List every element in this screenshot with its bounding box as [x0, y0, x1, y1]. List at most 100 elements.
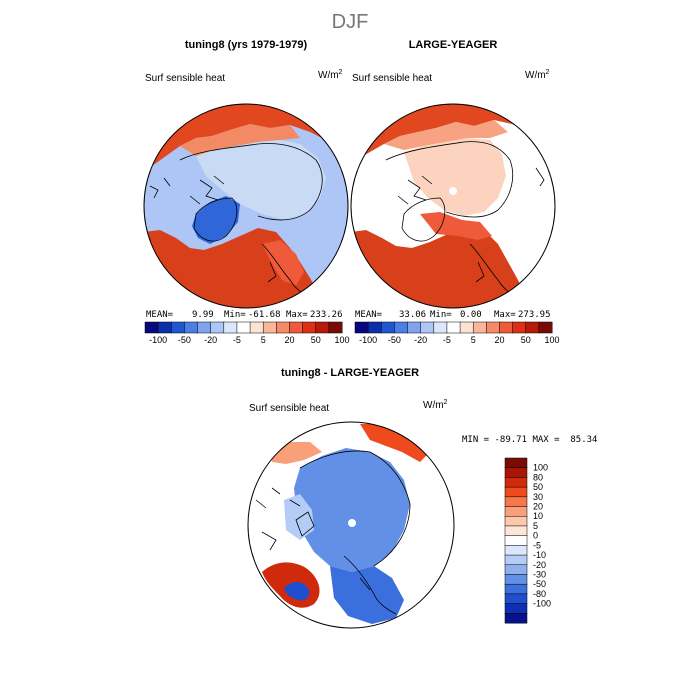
- bottom-map: [248, 422, 454, 628]
- left-map-pale-interior: [196, 140, 326, 220]
- left-colorbar-swatch: [328, 321, 343, 334]
- bottom-map-coastline-4: [343, 555, 397, 615]
- left-colorbar-tick-label: -50: [178, 335, 191, 345]
- bottom-colorbar-swatch: [504, 535, 528, 546]
- right-colorbar-swatch: [381, 321, 395, 334]
- bottom-map-blue-swirl: [284, 582, 310, 601]
- right-colorbar-swatch: [407, 321, 422, 334]
- bottom-colorbar-swatch: [504, 477, 528, 488]
- left-colorbar-swatch: [236, 321, 251, 334]
- left-colorbar-swatch: [276, 321, 290, 334]
- bottom-colorbar-tick-label: 20: [533, 502, 543, 512]
- right-colorbar-tick-label: -20: [414, 335, 427, 345]
- bottom-colorbar-swatch: [504, 564, 528, 575]
- right-panel: LARGE-YEAGER Surf sensible heat W/m2 MEA…: [350, 39, 560, 345]
- right-map-red-north: [351, 104, 555, 162]
- left-colorbar-tick-label: -20: [204, 335, 217, 345]
- right-colorbar-swatch: [420, 321, 435, 334]
- left-colorbar-tick-label: -100: [149, 335, 167, 345]
- bottom-panel-title: tuning8 - LARGE-YEAGER: [281, 367, 419, 379]
- left-units-label: W/m2: [318, 69, 343, 81]
- left-colorbar-swatch: [289, 321, 304, 334]
- right-map-coastline-3: [397, 175, 433, 205]
- left-colorbar-swatch: [157, 321, 172, 334]
- bottom-map-blue-arctic: [294, 448, 410, 572]
- season-title: DJF: [332, 11, 369, 33]
- right-colorbar-swatch: [433, 321, 448, 334]
- bottom-colorbar-swatch: [504, 593, 528, 605]
- right-panel-title: LARGE-YEAGER: [409, 39, 498, 51]
- bottom-colorbar-tick-label: 50: [533, 482, 543, 492]
- right-map-pole-hole: [449, 187, 457, 195]
- bottom-colorbar-tick-label: -50: [533, 579, 546, 589]
- right-colorbar-swatch: [512, 321, 527, 334]
- right-colorbar-swatch: [367, 321, 382, 334]
- bottom-colorbar-swatch: [504, 545, 528, 556]
- right-stats: MEAN= 33.06 Min= 0.00 Max= 273.95: [355, 310, 551, 320]
- right-colorbar-swatch: [459, 321, 474, 334]
- right-map-red-south: [351, 226, 546, 308]
- left-stats: MEAN= 9.99 Min= -61.68 Max= 233.26: [146, 310, 343, 320]
- left-colorbar-swatch: [210, 321, 225, 334]
- bottom-colorbar-tick-label: -20: [533, 560, 546, 570]
- right-colorbar-tick-label: 50: [521, 335, 531, 345]
- bottom-colorbar-swatch: [504, 457, 528, 469]
- left-map-coastline-2: [193, 197, 238, 242]
- left-colorbar: -100 -50 -20 -5 5 20 50 100: [144, 321, 350, 345]
- right-colorbar-tick-label: -50: [388, 335, 401, 345]
- bottom-map-red-north: [360, 424, 428, 462]
- right-map-coastline-1: [385, 141, 514, 218]
- left-colorbar-swatch: [249, 321, 264, 334]
- bottom-units-label: W/m2: [423, 399, 448, 411]
- bottom-colorbar-tick-label: 80: [533, 472, 543, 482]
- right-colorbar-swatch: [472, 321, 487, 334]
- left-colorbar-tick-label: 5: [261, 335, 266, 345]
- right-map: [351, 104, 555, 308]
- left-map-coastline-1: [179, 143, 323, 221]
- left-colorbar-swatch: [184, 321, 198, 334]
- left-colorbar-swatch: [144, 321, 159, 334]
- bottom-colorbar-swatch: [504, 467, 528, 478]
- right-colorbar-tick-label: -100: [359, 335, 377, 345]
- bottom-colorbar-tick-label: -100: [533, 599, 551, 609]
- left-colorbar-swatch: [315, 321, 330, 334]
- bottom-colorbar-tick-label: -30: [533, 569, 546, 579]
- left-colorbar-swatch: [171, 321, 185, 334]
- left-map-red-north: [144, 104, 348, 170]
- bottom-colorbar-swatch: [504, 515, 528, 527]
- right-colorbar-tick-label: 20: [494, 335, 504, 345]
- bottom-colorbar-tick-label: 100: [533, 463, 548, 473]
- right-map-outline: [350, 103, 556, 309]
- right-colorbar-swatch: [525, 321, 540, 334]
- bottom-colorbar-tick-label: -80: [533, 589, 546, 599]
- right-map-salmon-north: [384, 120, 508, 150]
- left-colorbar-swatch: [262, 321, 277, 334]
- bottom-map-coastline-2: [289, 499, 315, 537]
- right-map-pale-interior: [404, 138, 506, 216]
- bottom-map-coastline-3: [255, 487, 281, 551]
- bottom-colorbar-swatch: [504, 525, 528, 537]
- right-colorbar-tick-label: 5: [471, 335, 476, 345]
- bottom-colorbar-swatch: [504, 486, 528, 498]
- right-colorbar-swatch: [538, 321, 553, 334]
- right-units-label: W/m2: [525, 69, 550, 81]
- left-panel: tuning8 (yrs 1979-1979) Surf sensible he…: [143, 39, 350, 345]
- right-colorbar: -100 -50 -20 -5 5 20 50 100: [354, 321, 560, 345]
- left-colorbar-swatch: [197, 321, 212, 334]
- bottom-panel: tuning8 - LARGE-YEAGER Surf sensible hea…: [247, 367, 597, 629]
- bottom-map-blue-south: [330, 566, 404, 624]
- bottom-colorbar-swatch: [504, 574, 528, 585]
- left-map-coastline-3: [189, 175, 225, 205]
- bottom-colorbar-tick-label: -5: [533, 540, 541, 550]
- left-panel-title: tuning8 (yrs 1979-1979): [185, 39, 308, 51]
- left-map-orange-north: [180, 124, 300, 156]
- bottom-map-coastline-1: [299, 450, 411, 567]
- bottom-map-pole-hole: [348, 519, 356, 527]
- left-colorbar-swatch: [223, 321, 238, 334]
- right-colorbar-swatch: [486, 321, 500, 334]
- right-colorbar-swatch: [499, 321, 514, 334]
- right-map-coastline-2: [401, 197, 446, 242]
- right-map-coastline-5: [535, 167, 545, 187]
